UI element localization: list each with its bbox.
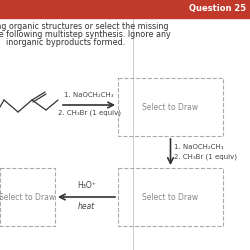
- Text: ents in the following multistep synthesis. Ignore any: ents in the following multistep synthesi…: [0, 30, 171, 39]
- Text: inorganic byproducts formed.: inorganic byproducts formed.: [6, 38, 126, 47]
- Text: Question 25: Question 25: [189, 4, 246, 14]
- Text: 2. CH₃Br (1 equiv): 2. CH₃Br (1 equiv): [174, 154, 238, 160]
- Bar: [0, 0, 250, 18]
- Text: he missing organic structures or select the missing: he missing organic structures or select …: [0, 22, 169, 31]
- Text: 1. NaOCH₂CH₃: 1. NaOCH₂CH₃: [64, 92, 114, 98]
- Text: 1. NaOCH₂CH₃: 1. NaOCH₂CH₃: [174, 144, 224, 150]
- Bar: [118, 168, 223, 226]
- Text: Select to Draw: Select to Draw: [142, 102, 199, 112]
- Text: Select to Draw: Select to Draw: [142, 192, 199, 202]
- Text: heat: heat: [78, 202, 95, 211]
- Text: H₃O⁺: H₃O⁺: [77, 181, 96, 190]
- Bar: [0, 168, 55, 226]
- Bar: [118, 78, 223, 136]
- Text: Select to Draw: Select to Draw: [0, 192, 56, 202]
- Text: 2. CH₃Br (1 equiv): 2. CH₃Br (1 equiv): [58, 110, 120, 116]
